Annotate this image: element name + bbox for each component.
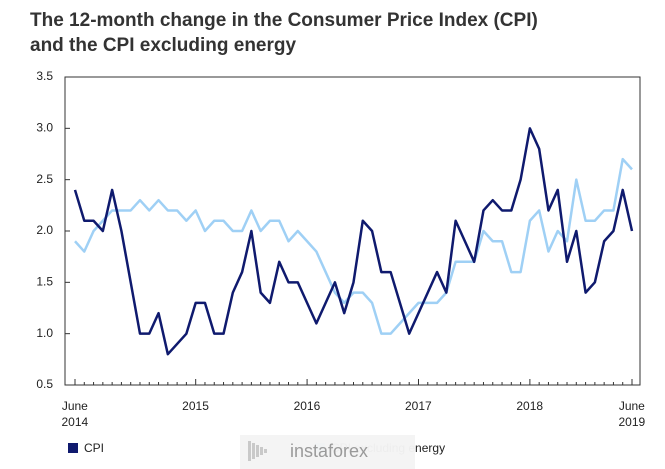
- y-tick-label: 2.5: [36, 172, 53, 186]
- plot-frame: [64, 76, 641, 386]
- watermark-logo: [264, 449, 267, 453]
- chart-title: The 12-month change in the Consumer Pric…: [30, 10, 538, 56]
- watermark-logo: [260, 447, 263, 455]
- y-tick-label: 2.0: [36, 223, 53, 237]
- y-tick-label: 3.0: [36, 121, 53, 135]
- watermark-logo: [252, 443, 255, 459]
- x-tick-label: 2017: [404, 399, 432, 413]
- watermark: instaforex: [290, 441, 368, 461]
- x-tick-label: June 2019: [618, 399, 646, 429]
- watermark-logo: [248, 441, 251, 461]
- series-line: [73, 127, 634, 356]
- y-tick-label: 1.0: [36, 326, 53, 340]
- y-tick-label: 0.5: [36, 377, 53, 391]
- legend-swatch: [68, 443, 78, 453]
- x-tick-label: 2016: [293, 399, 321, 413]
- y-tick-label: 3.5: [36, 69, 53, 83]
- watermark-logo: [256, 445, 259, 457]
- y-tick-label: 1.5: [36, 275, 53, 289]
- series-line: [74, 157, 633, 335]
- legend-label: CPI: [84, 441, 104, 455]
- x-tick-label: June 2014: [61, 399, 89, 429]
- x-tick-label: 2018: [516, 399, 544, 413]
- x-tick-label: 2015: [182, 399, 209, 413]
- watermark-bg: [240, 435, 415, 469]
